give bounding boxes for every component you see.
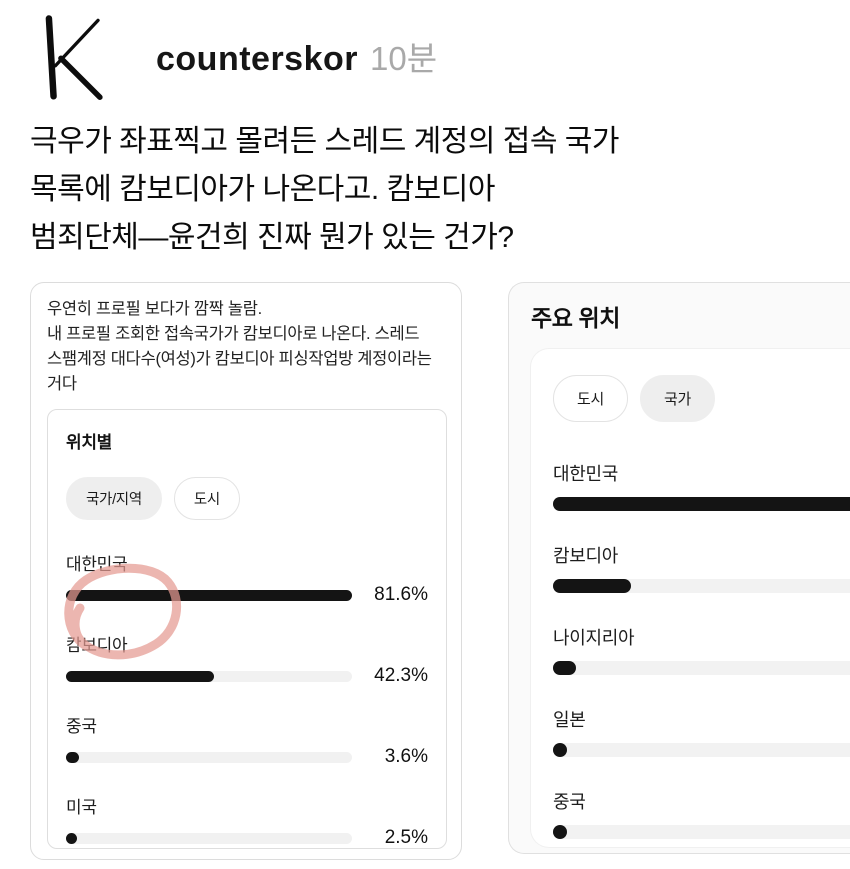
bar-line	[553, 825, 850, 839]
bar-row-중국: 중국	[553, 788, 850, 839]
bar-category-label: 일본	[553, 710, 586, 730]
username[interactable]: counterskor	[156, 40, 358, 78]
bar-row-대한민국: 대한민국 81.6%	[66, 550, 428, 606]
bar-track	[553, 825, 850, 839]
bar-percentage-value: 3.6%	[384, 746, 428, 767]
bar-category-label: 중국	[553, 792, 586, 812]
bar-row-대한민국: 대한민국	[553, 460, 850, 511]
post-text: 극우가 좌표찍고 몰려든 스레드 계정의 접속 국가 목록에 캄보디아가 나온다…	[30, 125, 620, 254]
bar-track	[66, 751, 352, 763]
bar-category-label: 중국	[66, 717, 97, 736]
bar-percentage-value: 42.3%	[374, 665, 428, 686]
left-screenshot-card[interactable]: 우연히 프로필 보다가 깜짝 놀람. 내 프로필 조회한 접속국가가 캄보디아로…	[30, 282, 462, 860]
left-filter-pills: 국가/지역 도시	[66, 477, 428, 520]
bar-line: 42.3%	[66, 665, 428, 687]
bar-fill	[553, 743, 567, 757]
bar-percentage-value: 81.6%	[374, 584, 428, 605]
bar-category-label: 대한민국	[66, 555, 128, 574]
bar-fill	[553, 579, 631, 593]
post-header: counterskor 10분	[0, 0, 850, 100]
location-stats-box: 위치별 국가/지역 도시 대한민국 81.6% 캄보디아 42.3% 중국 3.6% 미국 2…	[47, 409, 447, 849]
filter-country-region-pill[interactable]: 국가/지역	[66, 477, 162, 520]
attached-images: 우연히 프로필 보다가 깜짝 놀람. 내 프로필 조회한 접속국가가 캄보디아로…	[30, 282, 850, 860]
bar-fill	[66, 751, 79, 763]
bar-category-label: 나이지리아	[553, 628, 635, 648]
bar-fill	[66, 832, 77, 844]
bar-track	[66, 832, 352, 844]
bar-fill	[553, 497, 850, 511]
bar-row-중국: 중국 3.6%	[66, 712, 428, 768]
right-chart-title: 주요 위치	[531, 305, 621, 331]
bar-row-캄보디아: 캄보디아 42.3%	[66, 631, 428, 687]
post-timestamp: 10분	[370, 40, 438, 77]
bar-category-label: 미국	[66, 798, 97, 817]
bar-line	[553, 661, 850, 675]
filter-city-pill[interactable]: 도시	[173, 477, 240, 520]
bar-track	[66, 670, 352, 682]
bar-fill	[553, 825, 567, 839]
bar-line: 2.5%	[66, 827, 428, 848]
bar-fill	[553, 661, 576, 675]
bar-line: 3.6%	[66, 746, 428, 768]
bar-track	[553, 661, 850, 675]
bar-line	[553, 743, 850, 757]
left-chart-title: 위치별	[66, 433, 113, 452]
bar-row-미국: 미국 2.5%	[66, 793, 428, 848]
bar-category-label: 대한민국	[553, 464, 619, 484]
bar-line: 81.6%	[66, 584, 428, 606]
bar-track	[553, 579, 850, 593]
bar-row-나이지리아: 나이지리아	[553, 624, 850, 675]
filter-city-pill[interactable]: 도시	[553, 375, 629, 422]
bar-fill	[66, 589, 352, 601]
bar-line	[553, 497, 850, 511]
bar-line	[553, 579, 850, 593]
right-filter-pills: 도시 국가	[553, 375, 850, 422]
bar-track	[66, 589, 352, 601]
bar-percentage-value: 2.5%	[384, 827, 428, 848]
bar-category-label: 캄보디아	[553, 546, 619, 566]
quoted-caption: 우연히 프로필 보다가 깜짝 놀람. 내 프로필 조회한 접속국가가 캄보디아로…	[47, 300, 432, 393]
filter-country-pill[interactable]: 국가	[640, 375, 716, 422]
bar-fill	[66, 670, 215, 682]
bar-category-label: 캄보디아	[66, 636, 128, 655]
bar-row-캄보디아: 캄보디아	[553, 542, 850, 593]
profile-logo-k-icon[interactable]	[34, 12, 112, 100]
bar-track	[553, 743, 850, 757]
bar-row-일본: 일본	[553, 706, 850, 757]
bar-track	[553, 497, 850, 511]
